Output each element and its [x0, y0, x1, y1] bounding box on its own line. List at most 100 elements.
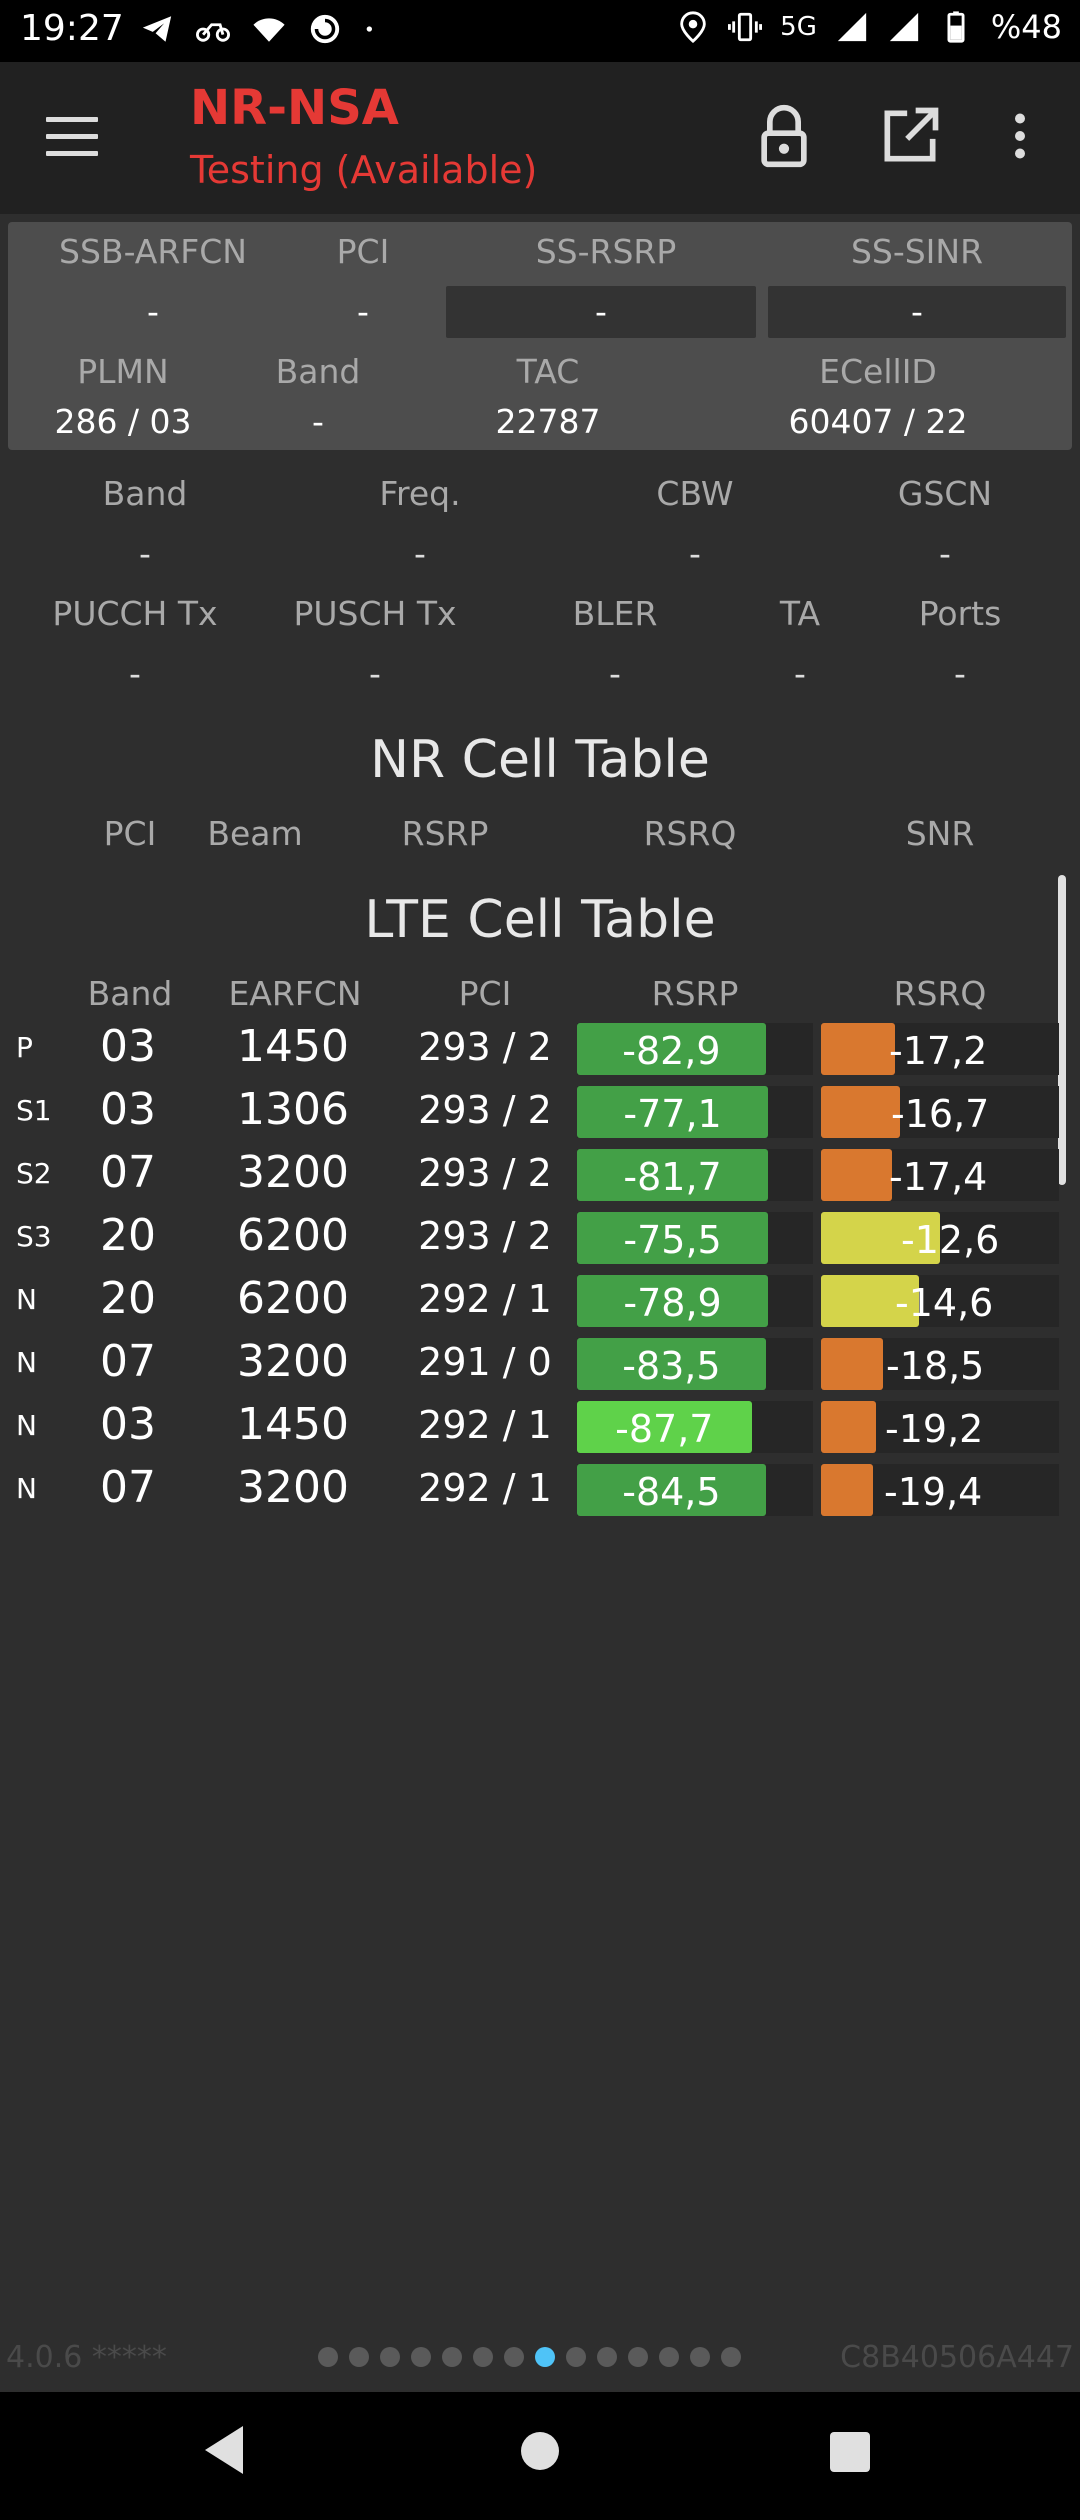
rsrp-bar-fill [577, 1401, 752, 1453]
app-subtitle: Testing (Available) [190, 148, 538, 192]
rsrq-bar-fill [821, 1149, 893, 1201]
cell-earfcn: 3200 [237, 1336, 349, 1387]
more-vert-icon[interactable] [990, 102, 1050, 170]
cell-earfcn: 3200 [237, 1147, 349, 1198]
value-gscn: - [939, 534, 951, 573]
location-icon [680, 11, 706, 44]
rsrq-value: -18,5 [886, 1344, 985, 1388]
telegram-icon [142, 16, 172, 42]
rsrq-bar: -12,6 [821, 1212, 1059, 1264]
label-gscn: GSCN [897, 474, 993, 513]
nr-header-snr: SNR [905, 814, 975, 853]
open-external-icon[interactable] [876, 102, 944, 170]
rsrp-bar-fill [577, 1023, 766, 1075]
label-freq: Freq. [379, 474, 461, 513]
table-row: N 07 3200 291 / 0 -83,5 -18,5 [0, 1332, 1080, 1394]
label-pucch-tx: PUCCH Tx [52, 594, 218, 633]
cell-type: S1 [16, 1094, 52, 1127]
table-row: S1 03 1306 293 / 2 -77,1 -16,7 [0, 1080, 1080, 1142]
label-ecellid: ECellID [819, 352, 937, 391]
scrollbar[interactable] [1058, 875, 1066, 1185]
cell-type: P [16, 1031, 33, 1064]
wifi-icon [253, 18, 285, 42]
label-plmn: PLMN [77, 352, 169, 391]
value-pci: - [357, 292, 369, 331]
rsrq-bar: -19,2 [821, 1401, 1059, 1453]
cell-band: 07 [100, 1462, 156, 1513]
rsrq-value: -17,2 [889, 1029, 988, 1073]
motorbike-icon [196, 23, 230, 42]
cell-band: 20 [100, 1210, 156, 1261]
cell-type: N [16, 1346, 37, 1379]
cell-band: 03 [100, 1084, 156, 1135]
lte-header-rsrq: RSRQ [893, 974, 987, 1013]
page-dot[interactable] [566, 2347, 586, 2367]
nr-table-title: NR Cell Table [370, 730, 710, 790]
page-dot[interactable] [380, 2347, 400, 2367]
page-dot[interactable] [442, 2347, 462, 2367]
recents-icon[interactable] [830, 2432, 870, 2472]
value-ta: - [794, 654, 806, 693]
cell-earfcn: 1450 [237, 1399, 349, 1450]
cell-pci: 291 / 0 [418, 1340, 552, 1384]
home-icon[interactable] [521, 2432, 559, 2470]
page-dot[interactable] [690, 2347, 710, 2367]
cell-band: 07 [100, 1336, 156, 1387]
rsrq-bar-fill [821, 1401, 876, 1453]
label-tac: TAC [516, 352, 580, 391]
lte-header-rsrp: RSRP [651, 974, 739, 1013]
lock-icon[interactable] [750, 102, 818, 170]
page-dot[interactable] [597, 2347, 617, 2367]
battery-icon [947, 11, 965, 43]
page-indicator[interactable] [318, 2347, 741, 2367]
status-bar: 19:27 5G %48 [0, 0, 1080, 62]
dot-icon [366, 26, 372, 32]
value-ssb-arfcn: - [147, 292, 159, 331]
cell-type: N [16, 1409, 37, 1442]
value-pusch-tx: - [369, 654, 381, 693]
cell-earfcn: 6200 [237, 1210, 349, 1261]
label-pci: PCI [336, 232, 390, 271]
back-icon[interactable] [205, 2426, 243, 2474]
value-ecellid: 60407 / 22 [788, 402, 968, 441]
label-ss-sinr: SS-SINR [850, 232, 984, 271]
rsrq-bar: -17,4 [821, 1149, 1059, 1201]
label-ports: Ports [918, 594, 1002, 633]
status-time: 19:27 [20, 8, 124, 49]
cell-pci: 293 / 2 [418, 1088, 552, 1132]
cell-band: 03 [100, 1021, 156, 1072]
rsrq-bar: -19,4 [821, 1464, 1059, 1516]
page-dot[interactable] [318, 2347, 338, 2367]
cell-earfcn: 1306 [237, 1084, 349, 1135]
page-dot[interactable] [411, 2347, 431, 2367]
ss-rsrp-cell [446, 286, 756, 338]
page-dot[interactable] [628, 2347, 648, 2367]
rsrp-bar: -81,7 [577, 1149, 813, 1201]
rsrp-value: -81,7 [623, 1155, 722, 1199]
page-dot[interactable] [473, 2347, 493, 2367]
cell-earfcn: 6200 [237, 1273, 349, 1324]
label-ss-rsrp: SS-RSRP [535, 232, 677, 271]
value-band: - [312, 402, 324, 441]
rsrp-bar-fill [577, 1338, 766, 1390]
cell-band: 20 [100, 1273, 156, 1324]
rsrq-bar: -17,2 [821, 1023, 1059, 1075]
cell-band: 07 [100, 1147, 156, 1198]
battery-level: %48 [990, 8, 1062, 46]
cell-earfcn: 3200 [237, 1462, 349, 1513]
rsrq-value: -19,4 [884, 1470, 983, 1514]
label-band: Band [275, 352, 361, 391]
rsrp-bar-fill [577, 1275, 769, 1327]
app-title: NR-NSA [190, 80, 399, 136]
page-dot[interactable] [504, 2347, 524, 2367]
page-dot[interactable] [659, 2347, 679, 2367]
page-dot[interactable] [349, 2347, 369, 2367]
page-dot-active[interactable] [535, 2347, 555, 2367]
nr-header-rsrq: RSRQ [643, 814, 737, 853]
rsrp-bar: -87,7 [577, 1401, 813, 1453]
navigation-bar [0, 2392, 1080, 2520]
menu-icon[interactable] [46, 117, 98, 157]
cell-pci: 293 / 2 [418, 1151, 552, 1195]
nr-header-beam: Beam [207, 814, 303, 853]
page-dot[interactable] [721, 2347, 741, 2367]
